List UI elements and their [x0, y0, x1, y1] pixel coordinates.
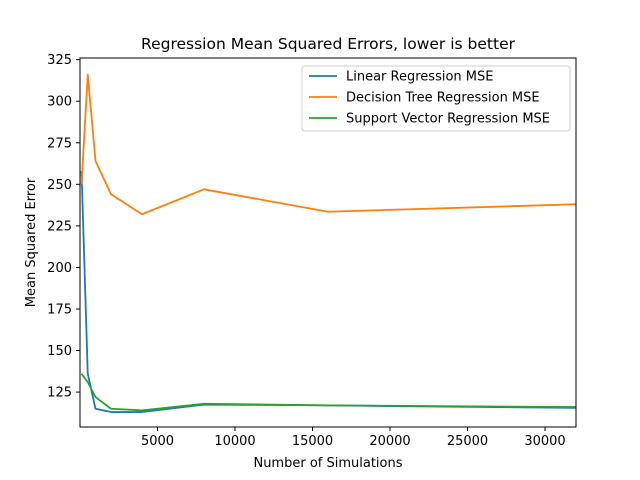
x-tick-label: 25000 — [447, 434, 488, 449]
legend-box — [301, 65, 571, 132]
y-axis-label: Mean Squared Error — [24, 177, 39, 307]
x-axis-ticks: 5000 10000 15000 20000 25000 30000 — [141, 427, 566, 449]
legend-label-2: Decision Tree Regression MSE — [346, 91, 540, 106]
y-tick-label: 200 — [47, 261, 72, 276]
y-tick-label: 300 — [47, 95, 72, 110]
y-tick-label: 175 — [47, 302, 72, 317]
y-tick-label: 125 — [47, 386, 72, 401]
series-lines — [80, 73, 576, 413]
x-axis-label: Number of Simulations — [253, 456, 402, 471]
legend-label-3: Support Vector Regression MSE — [346, 112, 550, 127]
y-tick-label: 250 — [47, 178, 72, 193]
y-tick-label: 150 — [47, 344, 72, 359]
y-tick-label: 325 — [47, 53, 72, 68]
x-tick-label: 5000 — [141, 434, 174, 449]
series-line-3 — [80, 373, 576, 412]
series-line-2 — [80, 73, 576, 216]
x-tick-label: 10000 — [214, 434, 255, 449]
x-tick-label: 20000 — [369, 434, 410, 449]
y-tick-label: 225 — [47, 219, 72, 234]
legend-label-1: Linear Regression MSE — [346, 70, 493, 85]
x-tick-label: 15000 — [292, 434, 333, 449]
plot-frame — [79, 57, 577, 428]
x-tick-label: 30000 — [524, 434, 565, 449]
y-axis-ticks: 125 150 175 200 225 250 275 300 325 — [47, 53, 80, 401]
y-tick-label: 275 — [47, 136, 72, 151]
chart-title: Regression Mean Squared Errors, lower is… — [141, 35, 516, 53]
legend: Linear Regression MSE Decision Tree Regre… — [301, 65, 571, 132]
